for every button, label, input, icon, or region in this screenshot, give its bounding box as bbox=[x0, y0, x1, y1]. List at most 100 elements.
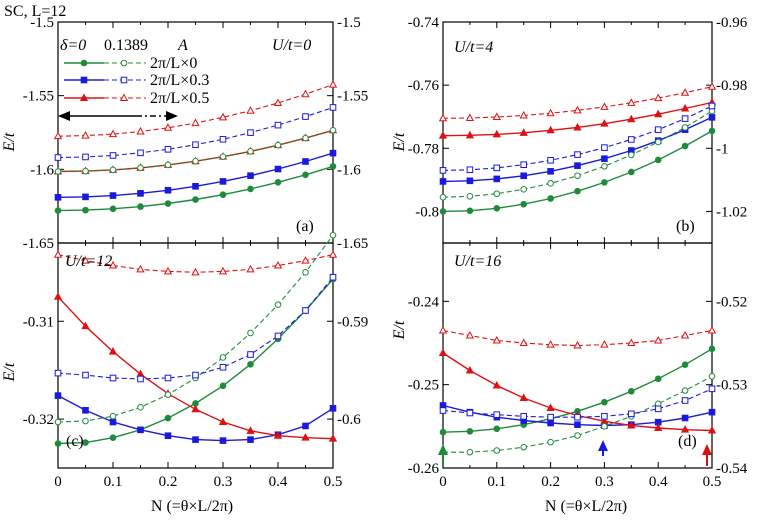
point-b-0-4 bbox=[547, 195, 554, 202]
point-a-4-7 bbox=[247, 129, 254, 136]
point-a-1-10 bbox=[329, 149, 337, 157]
point-d-1-4 bbox=[547, 419, 554, 427]
point-a-0-9 bbox=[302, 171, 309, 179]
point-b-3-7 bbox=[628, 151, 635, 159]
point-a-1-2 bbox=[109, 192, 117, 199]
point-d-3-10 bbox=[708, 373, 716, 380]
xlabel-right: N (=θ×L/2π) bbox=[545, 498, 627, 515]
point-d-0-0 bbox=[439, 428, 447, 436]
point-c-0-1 bbox=[82, 439, 89, 446]
point-d-0-9 bbox=[681, 361, 689, 368]
point-c-1-4 bbox=[164, 432, 172, 440]
point-c-1-0 bbox=[54, 392, 62, 399]
legend-entry-2: 2π/L×0.5 bbox=[150, 90, 209, 107]
point-c-2-8 bbox=[273, 431, 283, 439]
legend-marker-filled-2 bbox=[79, 93, 89, 101]
point-d-5-4 bbox=[546, 340, 555, 348]
annotation-double-arrow bbox=[58, 111, 178, 121]
point-c-3-0 bbox=[54, 418, 62, 426]
point-d-5-9 bbox=[680, 330, 690, 339]
point-c-5-3 bbox=[136, 264, 145, 273]
point-a-3-1 bbox=[82, 167, 89, 175]
point-c-3-6 bbox=[219, 354, 227, 361]
point-b-4-8 bbox=[654, 126, 662, 133]
point-a-4-1 bbox=[82, 153, 89, 161]
point-b-5-0 bbox=[438, 113, 448, 122]
point-c-5-2 bbox=[108, 260, 118, 269]
series-line-d-5 bbox=[442, 329, 713, 347]
point-b-5-10 bbox=[707, 82, 717, 90]
point-c-3-8 bbox=[274, 301, 282, 308]
point-c-1-6 bbox=[219, 437, 227, 444]
point-c-3-7 bbox=[247, 329, 254, 337]
point-b-5-8 bbox=[654, 93, 663, 102]
yticklabel-right-c-0: -0.6 bbox=[337, 412, 361, 428]
point-a-5-6 bbox=[218, 112, 228, 121]
ylabel-b: E/t bbox=[391, 132, 408, 152]
point-c-4-0 bbox=[54, 369, 62, 377]
yticklabel-right-d-0: -0.54 bbox=[716, 461, 748, 477]
point-b-1-10 bbox=[708, 114, 716, 121]
point-d-5-5 bbox=[573, 340, 582, 349]
point-c-5-9 bbox=[301, 256, 310, 264]
yticklabel-right-b-0: -1.02 bbox=[716, 204, 747, 220]
panel-title-a: U/t=0 bbox=[272, 37, 311, 54]
point-c-4-7 bbox=[247, 351, 254, 358]
xticklabel-d-1: 0.1 bbox=[487, 474, 506, 490]
point-b-4-9 bbox=[681, 115, 689, 122]
point-d-0-2 bbox=[493, 425, 501, 433]
point-a-5-0 bbox=[53, 131, 63, 140]
point-d-4-3 bbox=[520, 413, 528, 420]
point-c-3-1 bbox=[82, 417, 89, 425]
legend-marker-open-0 bbox=[120, 59, 128, 67]
point-a-5-8 bbox=[273, 98, 283, 107]
point-c-1-3 bbox=[137, 426, 144, 434]
point-b-0-10 bbox=[708, 127, 716, 135]
point-d-5-3 bbox=[519, 338, 528, 346]
point-b-1-1 bbox=[466, 177, 474, 185]
legend-entry-1: 2π/L×0.3 bbox=[150, 72, 209, 89]
point-b-0-8 bbox=[654, 156, 662, 164]
point-b-3-5 bbox=[574, 172, 581, 180]
point-b-4-10 bbox=[708, 102, 716, 110]
ylabel-c: E/t bbox=[1, 362, 18, 382]
point-b-2-3 bbox=[519, 128, 528, 136]
data-layer bbox=[53, 80, 717, 456]
point-c-2-6 bbox=[218, 417, 228, 426]
point-c-4-3 bbox=[137, 375, 144, 383]
figure-header: SC, L=12 bbox=[4, 3, 66, 20]
point-a-1-8 bbox=[274, 165, 282, 173]
arrow-blue-d bbox=[598, 440, 608, 456]
point-d-2-3 bbox=[519, 393, 528, 401]
point-c-0-4 bbox=[164, 414, 172, 422]
point-a-3-4 bbox=[164, 161, 172, 169]
point-d-2-4 bbox=[546, 403, 555, 411]
legend-marker-filled-1 bbox=[80, 76, 88, 84]
yticklabel-right-d-1: -0.53 bbox=[716, 378, 747, 394]
point-d-4-6 bbox=[601, 413, 608, 420]
point-a-5-5 bbox=[191, 118, 200, 127]
xticklabel-c-3: 0.3 bbox=[214, 474, 233, 490]
xticklabel-d-5: 0.5 bbox=[703, 474, 722, 490]
point-c-1-7 bbox=[247, 436, 254, 443]
point-b-2-0 bbox=[438, 131, 448, 139]
point-b-0-9 bbox=[681, 142, 689, 150]
xticklabel-c-2: 0.2 bbox=[159, 474, 178, 490]
point-b-3-1 bbox=[466, 192, 474, 200]
point-c-4-9 bbox=[302, 307, 309, 314]
point-a-1-1 bbox=[82, 193, 89, 201]
yticklabel-d-1: -0.25 bbox=[408, 378, 439, 394]
point-b-3-6 bbox=[601, 162, 608, 170]
xticklabel-d-4: 0.4 bbox=[649, 474, 668, 490]
point-b-4-6 bbox=[601, 144, 608, 151]
point-d-2-0 bbox=[438, 348, 448, 356]
point-a-5-7 bbox=[246, 106, 255, 114]
point-b-1-4 bbox=[547, 168, 554, 175]
point-d-4-8 bbox=[654, 405, 662, 413]
panel-label-d: (d) bbox=[678, 433, 697, 450]
yticklabel-a-0: -1.65 bbox=[23, 236, 54, 252]
point-a-3-0 bbox=[54, 168, 62, 175]
point-c-4-5 bbox=[192, 371, 199, 379]
point-b-4-5 bbox=[574, 151, 581, 158]
point-a-0-0 bbox=[54, 207, 62, 214]
